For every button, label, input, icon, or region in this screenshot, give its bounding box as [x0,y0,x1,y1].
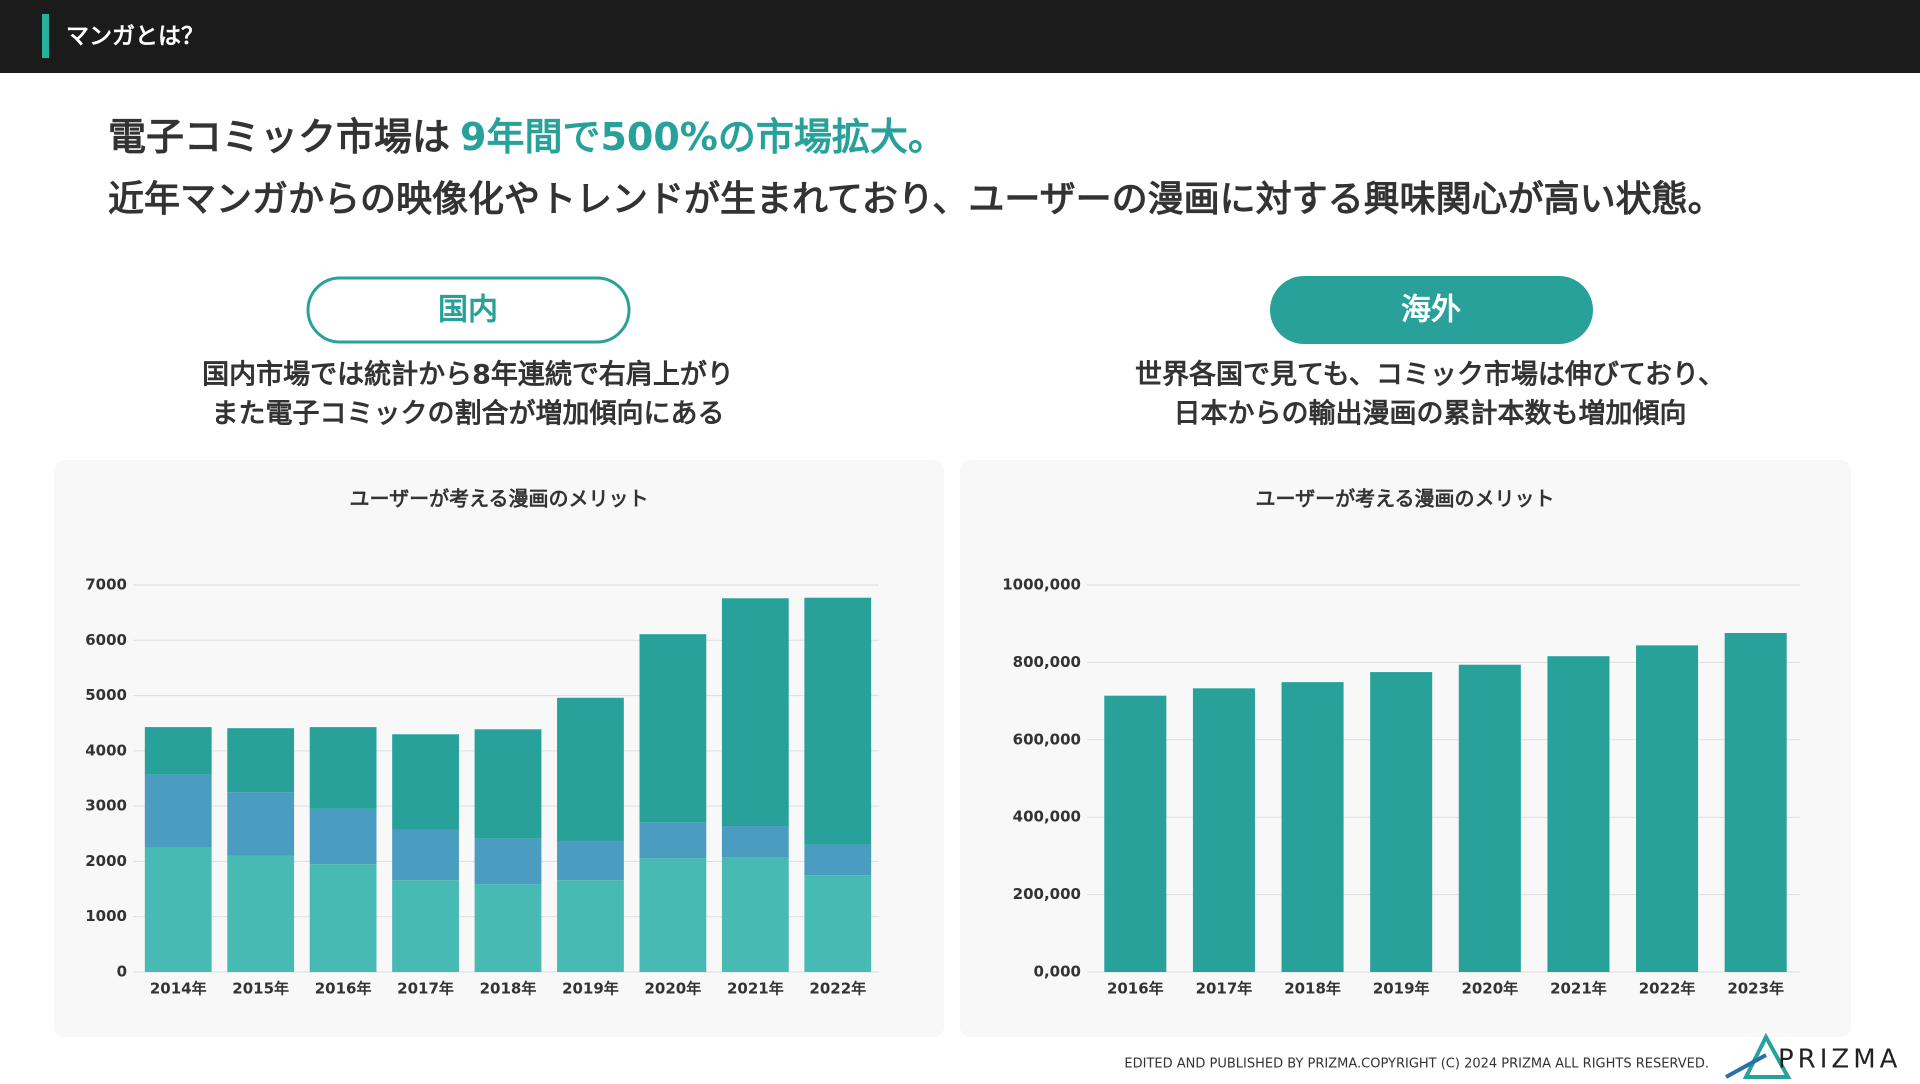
x-tick-label: 2022年 [809,980,866,998]
bar [309,727,377,809]
section-text: 日本からの輸出漫画の累計本数も増加傾向 [1174,398,1687,430]
pill-label: 海外 [1401,293,1461,328]
bar [474,884,542,972]
x-tick-label: 2016年 [315,980,372,998]
pill-domestic [306,276,631,344]
y-tick-label: 600,000 [1013,730,1081,748]
pill-overseas [1270,276,1593,344]
section-text: また電子コミックの割合が増加傾向にある [212,398,725,430]
x-tick-label: 2021年 [1550,980,1607,998]
x-tick-label: 2022年 [1639,980,1696,998]
x-tick-label: 2023年 [1727,980,1784,998]
bar [227,728,295,793]
bar [557,880,624,972]
bar [721,598,789,827]
y-tick-label: 2000 [85,852,127,870]
bar [721,826,789,858]
x-tick-label: 2019年 [562,980,619,998]
chart-title: ユーザーが考える漫画のメリット [1256,487,1555,511]
headline-1: 電子コミック市場は 9年間で500%の市場拡大。 [108,115,946,159]
bar [227,855,295,972]
header-accent [42,14,49,58]
bar [804,844,872,876]
bar [557,697,624,841]
bar [639,858,707,972]
x-tick-label: 2019年 [1373,980,1430,998]
y-tick-label: 4000 [85,741,127,759]
y-tick-label: 200,000 [1013,885,1081,903]
chart-title: ユーザーが考える漫画のメリット [350,487,649,511]
bar [227,792,295,856]
x-tick-label: 2017年 [397,980,454,998]
bar [392,734,459,830]
bar [1458,664,1521,972]
bar [639,822,707,859]
bar [392,829,459,881]
y-tick-label: 800,000 [1013,653,1081,671]
header-bar [0,0,1920,73]
bar [1547,656,1610,972]
headline-2: 近年マンガからの映像化やトレンドが生まれており、ユーザーの漫画に対する興味関心が… [108,179,1724,220]
y-tick-label: 1000,000 [1002,576,1081,594]
bar [557,840,624,881]
section-text: 世界各国で見ても、コミック市場は伸びており、 [1135,359,1725,391]
logo-icon [1725,1032,1792,1079]
bar [804,875,872,972]
x-tick-label: 2020年 [1461,980,1518,998]
y-tick-label: 0,000 [1034,963,1081,981]
bar [309,808,377,865]
section-text: 国内市場では統計から8年連続で右肩上がり [202,359,734,391]
x-tick-label: 2020年 [645,980,702,998]
x-tick-label: 2014年 [150,980,207,998]
x-tick-label: 2015年 [232,980,289,998]
bar [639,634,707,823]
y-tick-label: 400,000 [1013,808,1081,826]
headline-highlight: 9年間で500%の市場拡大。 [460,115,946,159]
bar [721,857,789,972]
x-tick-label: 2021年 [727,980,784,998]
bar [309,864,377,972]
bar [1104,695,1167,972]
bar [144,847,212,972]
logo-text: PRIZMA [1778,1045,1901,1075]
bar [1192,688,1255,972]
bar [1636,645,1699,972]
bar [144,727,212,775]
x-tick-label: 2018年 [480,980,537,998]
y-tick-label: 7000 [85,576,127,594]
y-tick-label: 3000 [85,797,127,815]
bar [1281,682,1344,972]
bar [144,774,212,848]
x-tick-label: 2018年 [1284,980,1341,998]
pill-label: 国内 [438,293,498,328]
y-tick-label: 1000 [85,907,127,925]
bar [392,880,459,972]
bar [1370,672,1433,972]
bar [1724,632,1787,972]
header-title: マンガとは？ [66,24,204,50]
y-tick-label: 0 [117,963,127,981]
headline-plain: 電子コミック市場は [108,115,450,159]
bar [804,597,872,845]
x-tick-label: 2016年 [1107,980,1164,998]
bar [474,729,542,839]
y-tick-label: 6000 [85,631,127,649]
bar [474,838,542,885]
x-tick-label: 2017年 [1196,980,1253,998]
y-tick-label: 5000 [85,686,127,704]
copyright: EDITED AND PUBLISHED BY PRIZMA.COPYRIGHT… [1124,1057,1709,1072]
